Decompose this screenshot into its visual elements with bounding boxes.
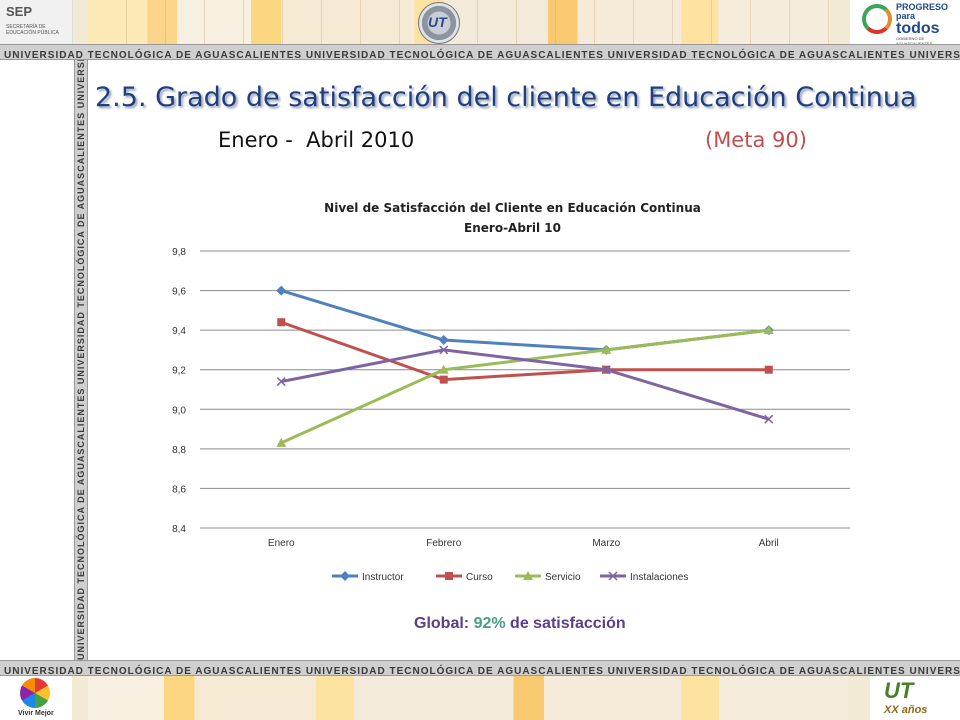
series-line-instructor [280,289,769,352]
data-point-servicio [601,344,612,354]
legend-label-instructor: Instructor [362,572,404,583]
chart-title-block: Nivel de Satisfacción del Cliente en Edu… [150,198,875,238]
vivir-mejor-label: Vivir Mejor [18,710,54,717]
data-point-curso [439,375,448,384]
y-tick-label: 9,6 [172,287,186,298]
vertical-band-text: UNIVERSIDAD TECNOLÓGICA DE AGUASCALIENTE… [75,60,87,660]
data-point-curso [277,318,286,327]
progreso-logo: PROGRESO para todos GOBIERNO DE AGUASCAL… [850,0,960,46]
top-band: UNIVERSIDAD TECNOLÓGICA DE AGUASCALIENTE… [0,44,960,60]
bottom-band-text: UNIVERSIDAD TECNOLÓGICA DE AGUASCALIENTE… [4,666,960,676]
y-tick-label: 9,0 [172,405,186,416]
line-chart: 9,8 9,6 9,4 9,2 9,0 8,8 8,6 8,4 Enero Febrero Marz… [172,247,850,583]
progreso-circle-icon [862,4,892,34]
legend-label-instalaciones: Instalaciones [630,572,688,583]
data-point-instructor [276,285,287,296]
global-pct: 92% [473,615,506,632]
chart-subtitle: Enero-Abril 10 [464,221,561,235]
y-tick-label: 9,8 [172,247,186,258]
global-suffix: de satisfacción [505,615,626,632]
data-point-instalaciones [601,365,611,375]
legend-marker-instructor [340,571,350,581]
sep-logo: SEP SECRETARÍA DE EDUCACIÓN PÚBLICA [0,0,73,44]
progreso-line3: todos [896,20,940,37]
progreso-sub: GOBIERNO DE AGUASCALIENTES [896,36,932,46]
y-tick-label: 8,4 [172,524,186,535]
y-tick-label: 8,8 [172,445,186,456]
legend-label-curso: Curso [466,572,493,583]
progreso-line2: para [896,11,916,21]
ut-footer-mark: UT [884,678,914,703]
progreso-text: PROGRESO para todos [896,3,948,37]
period-subtitle: Enero - Abril 2010 [218,128,415,152]
vivir-mejor-logo: Vivir Mejor [0,676,72,720]
progreso-line1: PROGRESO [896,2,949,12]
data-point-instructor [438,335,449,346]
y-tick-label: 8,6 [172,484,186,495]
chart-title: Nivel de Satisfacción del Cliente en Edu… [324,201,701,215]
global-satisfaction-note: Global: 92% de satisfacción [414,615,626,633]
page-title: 2.5. Grado de satisfacción del cliente e… [95,82,917,113]
page-header: SEP SECRETARÍA DE EDUCACIÓN PÚBLICA UT P… [0,0,960,46]
footer-decoration [88,676,848,720]
data-point-servicio [276,437,287,447]
data-point-instalaciones [764,414,774,424]
global-prefix: Global: [414,615,474,632]
data-point-servicio [438,364,449,374]
data-point-instalaciones [276,377,286,387]
vertical-band: UNIVERSIDAD TECNOLÓGICA DE AGUASCALIENTE… [74,60,88,660]
data-point-instalaciones [439,345,449,355]
x-tick-label: Abril [759,538,779,549]
page-footer [0,676,960,720]
series-line-curso [280,320,769,382]
series-line-instalaciones [280,348,770,421]
legend-marker-servicio [523,571,533,580]
top-band-text: UNIVERSIDAD TECNOLÓGICA DE AGUASCALIENTE… [4,50,960,60]
legend-marker-instalaciones [608,571,618,581]
y-tick-label: 9,2 [172,366,186,377]
goal-label: (Meta 90) [705,128,807,152]
ut-seal-logo: UT [418,2,460,44]
data-point-curso [764,365,773,374]
bottom-band: UNIVERSIDAD TECNOLÓGICA DE AGUASCALIENTE… [0,660,960,676]
ut-xx-label: XX años [884,704,928,716]
x-tick-label: Enero [268,538,295,549]
data-point-servicio [763,325,774,335]
sep-label: SEP [6,4,33,19]
legend-marker-curso [445,572,453,580]
x-tick-label: Febrero [426,538,461,549]
ut-xx-logo: UT XX años [870,676,960,720]
vivir-mejor-star-icon [20,678,50,708]
x-tick-label: Marzo [592,538,620,549]
ut-seal-label: UT [428,14,447,30]
y-tick-label: 9,4 [172,326,186,337]
sep-sub-label: SECRETARÍA DE EDUCACIÓN PÚBLICA [6,24,59,36]
legend-label-servicio: Servicio [545,572,581,583]
